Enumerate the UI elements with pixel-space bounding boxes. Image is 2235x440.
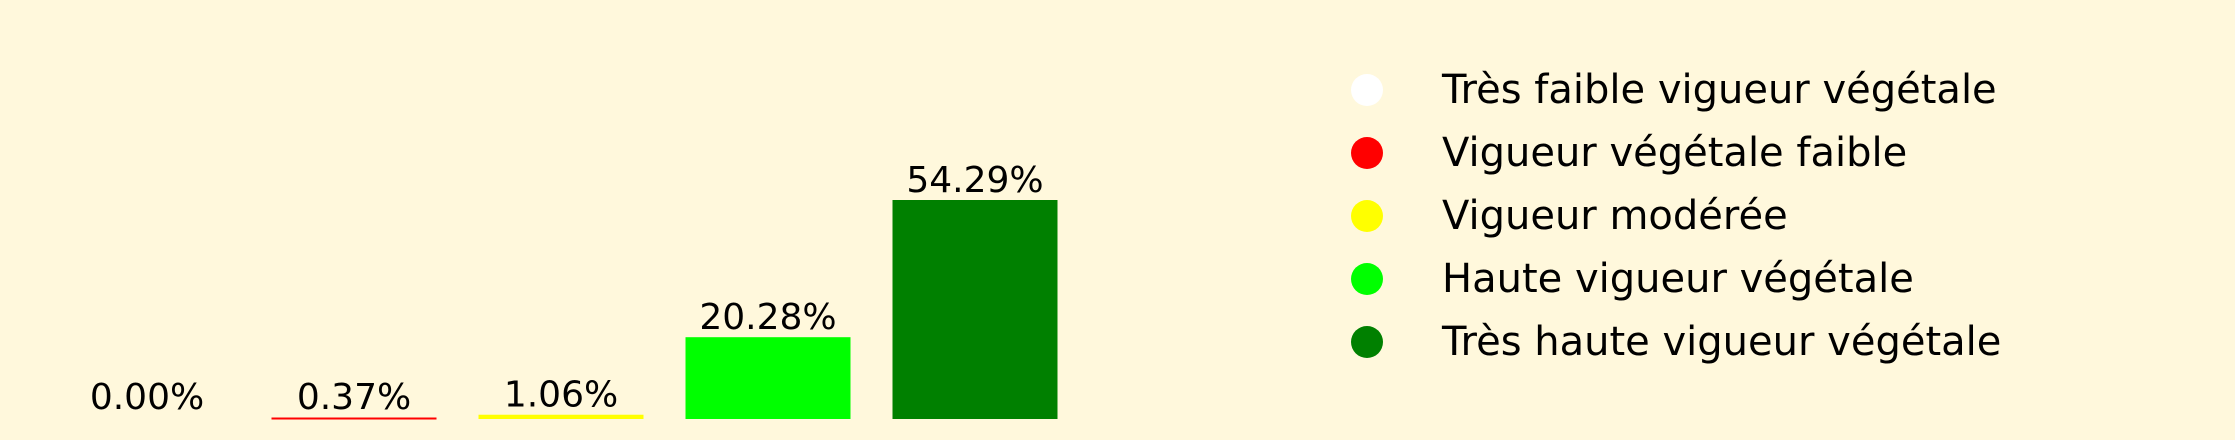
bar-4 bbox=[685, 337, 851, 419]
legend: Très faible vigueur végétale Vigueur végé… bbox=[1351, 67, 2001, 365]
legend-marker-1 bbox=[1351, 74, 1383, 106]
bar-5 bbox=[892, 200, 1058, 419]
bar-value-label-2: 0.37% bbox=[297, 377, 411, 418]
bar-value-label-4: 20.28% bbox=[699, 297, 836, 338]
legend-label-1: Très faible vigueur végétale bbox=[1441, 67, 1997, 113]
bars-group bbox=[271, 200, 1058, 420]
legend-marker-2 bbox=[1351, 137, 1383, 169]
legend-label-5: Très haute vigueur végétale bbox=[1441, 319, 2001, 365]
data-labels-group: 0.00% 0.37% 1.06% 20.28% 54.29% bbox=[90, 160, 1044, 418]
legend-label-2: Vigueur végétale faible bbox=[1442, 130, 1907, 176]
bar-value-label-1: 0.00% bbox=[90, 377, 204, 418]
bar-value-label-3: 1.06% bbox=[504, 375, 618, 416]
legend-marker-3 bbox=[1351, 200, 1383, 232]
legend-marker-5 bbox=[1351, 326, 1383, 358]
legend-label-4: Haute vigueur végétale bbox=[1442, 256, 1914, 302]
legend-label-3: Vigueur modérée bbox=[1442, 193, 1788, 239]
legend-marker-4 bbox=[1351, 263, 1383, 295]
bar-3 bbox=[478, 414, 644, 419]
bar-value-label-5: 54.29% bbox=[906, 160, 1043, 201]
bar-2 bbox=[271, 417, 437, 420]
